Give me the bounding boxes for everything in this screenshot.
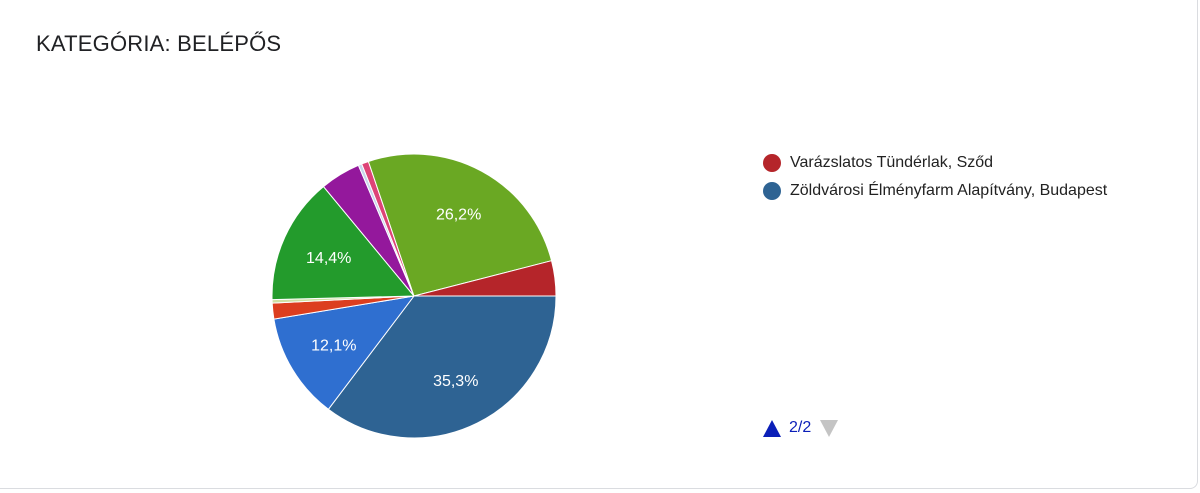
legend-label-2: Zöldvárosi Élményfarm Alapítvány, Budape…: [790, 182, 1108, 199]
pie-slice-label-1: 35,3%: [433, 373, 478, 390]
legend-swatch-1: [763, 154, 781, 172]
pie-slice-1[interactable]: [327, 295, 557, 439]
pie-slice-5[interactable]: [271, 185, 416, 301]
page-down-arrow-icon: [820, 419, 839, 437]
pie-slice-10[interactable]: [413, 260, 557, 297]
chart-legend: Varázslatos Tündérlak, Sződ Zöldvárosi É…: [763, 152, 1123, 208]
legend-label-1: Varázslatos Tündérlak, Sződ: [790, 154, 994, 171]
legend-item-2[interactable]: Zöldvárosi Élményfarm Alapítvány, Budape…: [763, 180, 1123, 202]
pie-slice-2[interactable]: [273, 295, 416, 410]
pie-slice-label-9: 26,2%: [436, 207, 481, 224]
pie-slice-label-5: 14,4%: [306, 250, 351, 267]
chart-title: KATEGÓRIA: BELÉPŐS: [36, 31, 282, 56]
legend-item-1[interactable]: Varázslatos Tündérlak, Sződ: [763, 152, 1123, 174]
legend-swatch-2: [763, 182, 781, 200]
pie-slice-9[interactable]: [367, 153, 553, 297]
page-indicator: 2/2: [789, 419, 812, 436]
pie-slice-label-2: 12,1%: [311, 337, 356, 354]
page-up-arrow-icon[interactable]: [763, 419, 781, 437]
legend-pager: 2/2: [763, 419, 839, 437]
